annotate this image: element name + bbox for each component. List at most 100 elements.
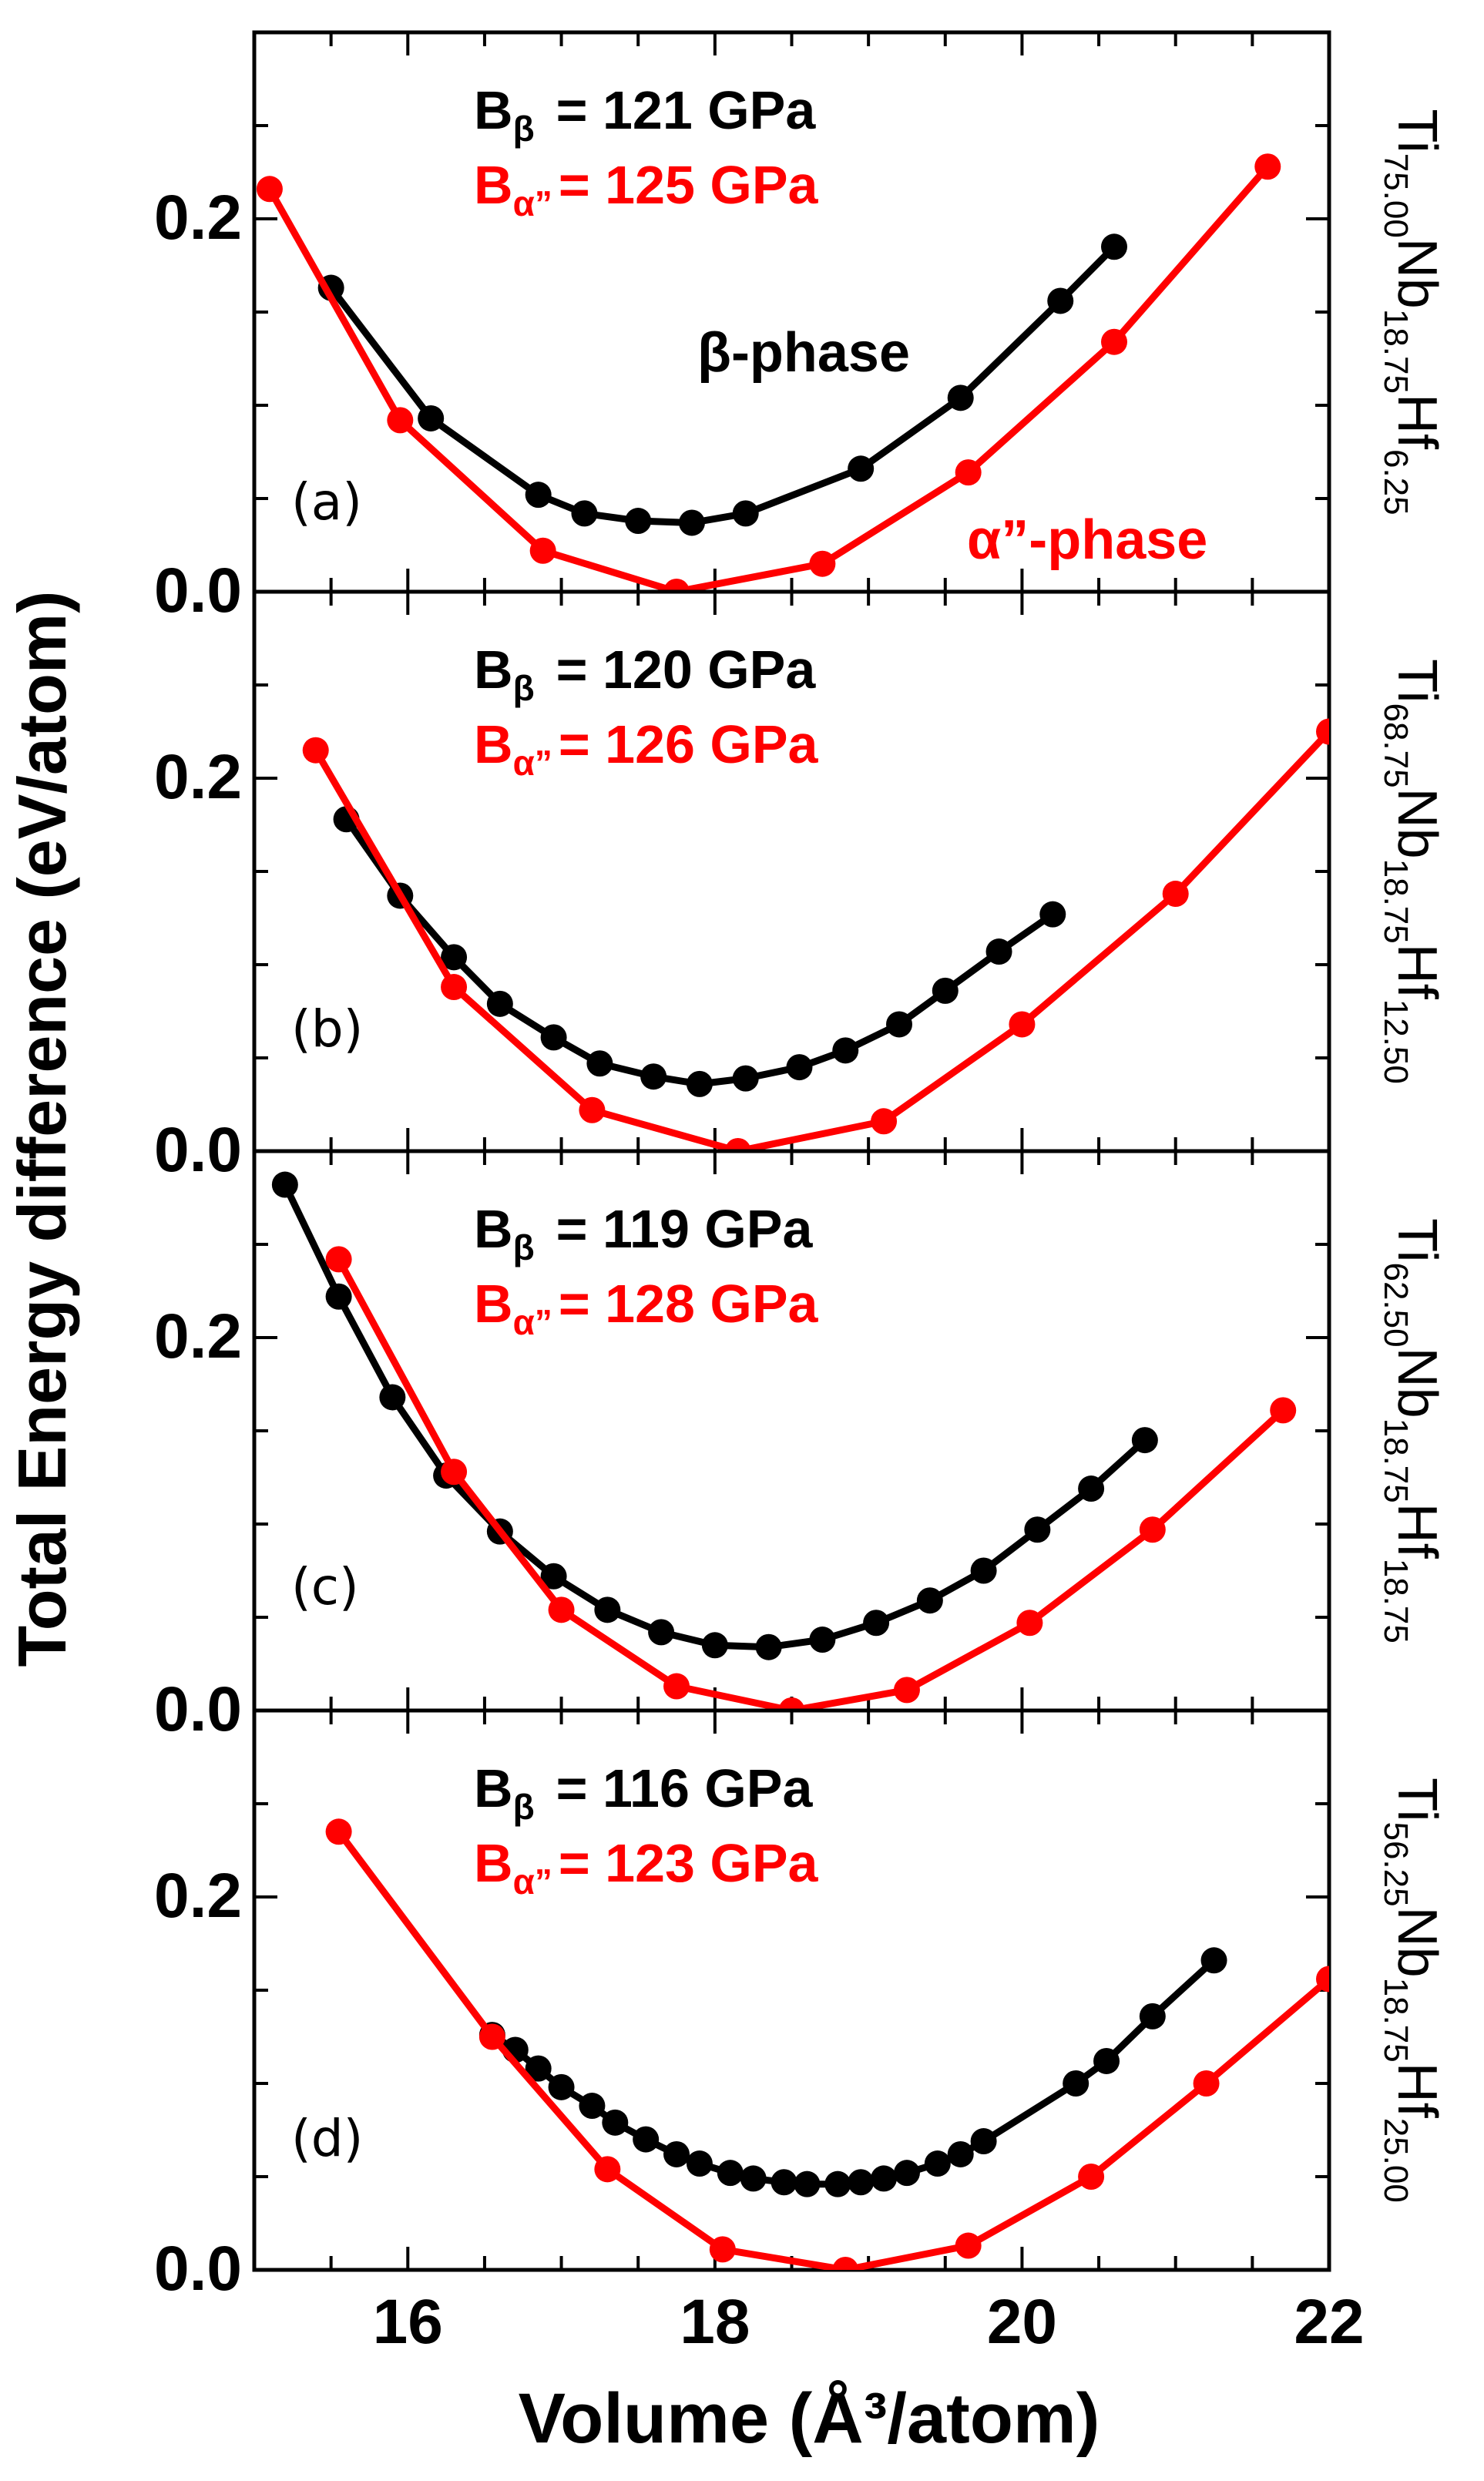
beta-data-point xyxy=(755,1633,782,1660)
beta-data-point xyxy=(1078,1476,1105,1502)
series-group xyxy=(302,718,1329,1151)
alpha-data-point xyxy=(1009,1011,1036,1038)
beta-data-point xyxy=(648,1619,675,1646)
beta-data-point xyxy=(525,2055,552,2082)
beta-data-point xyxy=(525,482,552,509)
panel-c: 0.0 0.2 Bβ = 119 GPa Bα” = 128 GPa (c) Ti62.50N… xyxy=(154,1149,1448,1744)
alpha-series-line xyxy=(312,728,1329,1151)
bulk-value: = 120 GPa xyxy=(556,640,817,700)
panel-label: (c) xyxy=(291,1557,359,1617)
bulk-symbol: B xyxy=(474,1758,513,1818)
bulk-modulus-beta: Bβ = 120 GPa xyxy=(474,640,816,708)
beta-data-point xyxy=(916,1587,943,1614)
bulk-symbol: B xyxy=(474,1199,513,1259)
y-tick-label: 0.2 xyxy=(154,183,242,253)
alpha-data-point xyxy=(724,1138,751,1151)
panel-b: 0.0 0.2 Bβ = 120 GPa Bα” = 126 GPa (b) Ti68.75N… xyxy=(154,589,1448,1185)
beta-data-point xyxy=(579,2093,606,2120)
series-group xyxy=(271,1171,1297,1711)
beta-data-point xyxy=(886,1011,912,1038)
bulk-value: = 121 GPa xyxy=(556,80,817,140)
beta-data-point xyxy=(893,2160,920,2187)
beta-data-point xyxy=(871,2165,898,2192)
alpha-data-point xyxy=(325,1246,352,1273)
bulk-subscript: β xyxy=(513,1227,535,1267)
panel-label: (a) xyxy=(291,472,362,532)
beta-data-point xyxy=(1200,1947,1227,1974)
beta-data-point xyxy=(686,1070,713,1097)
alpha-series-line xyxy=(335,1255,1287,1711)
beta-data-point xyxy=(832,1037,859,1064)
beta-data-point xyxy=(786,1054,813,1081)
beta-data-point xyxy=(924,2150,951,2177)
series-group xyxy=(325,1818,1329,2270)
alpha-series-line xyxy=(266,163,1271,592)
beta-data-point xyxy=(970,1557,997,1584)
bulk-modulus-alpha: Bα” = 126 GPa xyxy=(474,714,819,783)
alpha-data-point xyxy=(663,579,690,592)
alpha-data-point xyxy=(387,407,414,434)
alpha-data-point xyxy=(955,2232,982,2259)
bulk-modulus-beta: Bβ = 119 GPa xyxy=(474,1199,813,1267)
beta-data-point xyxy=(970,2128,997,2155)
alpha-data-point xyxy=(1316,1966,1329,1993)
beta-data-point xyxy=(594,1596,621,1623)
x-axis-title: Volume (Å³/atom) xyxy=(519,2379,1100,2458)
beta-data-point xyxy=(863,1610,890,1637)
beta-data-point xyxy=(663,2140,690,2167)
composition-element: Nb xyxy=(1386,1907,1448,1978)
alpha-data-point xyxy=(1254,153,1281,180)
beta-data-point xyxy=(418,405,445,431)
y-axis-title: Total Energy difference (eV/atom) xyxy=(4,591,80,1667)
beta-data-point xyxy=(1101,233,1127,260)
composition-label: Ti56.25Nb18.75Hf25.00 xyxy=(1377,1778,1448,2203)
bulk-symbol: B xyxy=(474,80,513,140)
alpha-data-point xyxy=(594,2156,621,2183)
composition-subscript: 18.75 xyxy=(1377,1978,1415,2063)
composition-subscript: 18.75 xyxy=(1377,1418,1415,1503)
composition-subscript: 18.75 xyxy=(1377,309,1415,394)
beta-data-point xyxy=(325,1283,352,1310)
beta-data-point xyxy=(640,1063,667,1090)
beta-data-point xyxy=(379,1384,406,1411)
beta-data-point xyxy=(571,500,598,527)
bulk-symbol: B xyxy=(474,714,513,774)
y-tick-label: 0.0 xyxy=(154,1674,242,1744)
bulk-subscript: α” xyxy=(513,743,552,783)
alpha-data-point xyxy=(1316,718,1329,745)
alpha-data-point xyxy=(1270,1397,1297,1424)
bulk-subscript: α” xyxy=(513,1862,552,1902)
beta-data-point xyxy=(732,1065,759,1092)
alpha-data-point xyxy=(441,974,468,1001)
x-tick-label: 20 xyxy=(987,2287,1057,2357)
beta-data-point xyxy=(947,384,974,411)
beta-data-point xyxy=(678,509,705,536)
bulk-subscript: β xyxy=(513,1787,535,1827)
alpha-data-point xyxy=(1193,2070,1220,2097)
beta-series-line xyxy=(327,243,1118,526)
alpha-data-point xyxy=(478,2023,505,2050)
beta-data-point xyxy=(625,508,652,535)
alpha-data-point xyxy=(871,1108,898,1135)
composition-subscript: 56.25 xyxy=(1377,1821,1415,1906)
composition-element: Ti xyxy=(1386,1778,1448,1821)
composition-label: Ti75.00Nb18.75Hf6.25 xyxy=(1377,109,1448,515)
beta-data-point xyxy=(701,1632,728,1659)
alpha-data-point xyxy=(441,1459,468,1486)
bulk-value: = 126 GPa xyxy=(559,714,819,774)
beta-data-point xyxy=(771,2169,797,2196)
beta-data-point xyxy=(794,2170,821,2197)
composition-label: Ti62.50Nb18.75Hf18.75 xyxy=(1377,1218,1448,1643)
composition-element: Ti xyxy=(1386,109,1448,153)
bulk-modulus-beta: Bβ = 121 GPa xyxy=(474,80,816,149)
bulk-value: = 128 GPa xyxy=(559,1274,819,1334)
composition-element: Ti xyxy=(1386,1218,1448,1262)
beta-data-point xyxy=(1024,1516,1051,1543)
alpha-data-point xyxy=(256,176,283,203)
y-tick-label: 0.2 xyxy=(154,1861,242,1931)
panel-label: (d) xyxy=(291,2109,363,2168)
bulk-symbol: B xyxy=(474,155,513,215)
alpha-data-point xyxy=(893,1677,920,1704)
beta-data-point xyxy=(848,455,875,482)
composition-subscript: 18.75 xyxy=(1377,859,1415,944)
